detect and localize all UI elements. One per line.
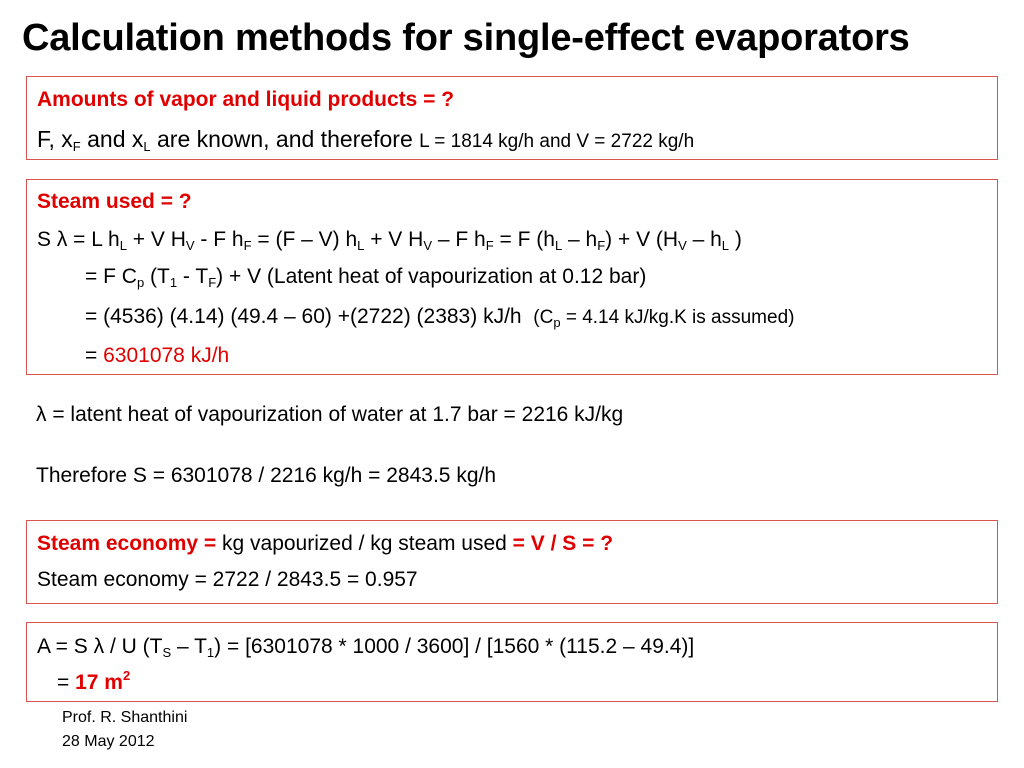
eq1-j: – h <box>686 228 722 251</box>
steam-equation-2: = F Cp (T1 - TF) + V (Latent heat of vap… <box>85 264 646 290</box>
eq2-c: - T <box>177 265 209 288</box>
eq2-b-sub: 1 <box>169 275 178 290</box>
eq1-i-sub: V <box>678 238 687 253</box>
box1-s1: F <box>72 139 81 154</box>
eq2-a-sub: p <box>136 275 145 290</box>
footer-author: Prof. R. Shanthini <box>62 709 188 726</box>
box1-t2: and x <box>80 126 144 152</box>
footer-date: 28 May 2012 <box>62 733 155 750</box>
eq1-c: - F h <box>194 228 244 251</box>
box1-t1: F, x <box>37 126 73 152</box>
steam-used-box: Steam used = ? S λ = L hL + V HV - F hF … <box>26 179 998 375</box>
area-box: A = S λ / U (TS – T1) = [6301078 * 1000 … <box>26 622 998 702</box>
area-a: A = S λ / U (T <box>37 635 163 658</box>
eq3-note-b: = 4.14 kJ/kg.K is assumed) <box>560 307 795 328</box>
eq2-a: = F C <box>85 265 137 288</box>
box1-heading: Amounts of vapor and liquid products = ? <box>37 88 455 111</box>
eq3-note-a: (C <box>533 307 554 328</box>
eq1-h-sub: F <box>597 238 606 253</box>
eq1-f-sub: F <box>485 238 494 253</box>
economy-heading: Steam economy = kg vapourized / kg steam… <box>37 531 613 557</box>
eq1-h: – h <box>562 228 598 251</box>
therefore-line: Therefore S = 6301078 / 2216 kg/h = 2843… <box>36 464 497 487</box>
box2-heading: Steam used = ? <box>37 190 192 213</box>
area-equals: = <box>57 671 76 694</box>
eq3-main: = (4536) (4.14) (49.4 – 60) +(2722) (238… <box>85 305 522 328</box>
area-b-sub: 1 <box>206 645 215 660</box>
area-value: 17 m <box>75 671 123 694</box>
area-a-sub: S <box>162 645 172 660</box>
eq1-e-sub: V <box>423 238 432 253</box>
eq1-i: ) + V (H <box>605 228 679 251</box>
eq1-f: – F h <box>432 228 486 251</box>
area-b: – T <box>171 635 207 658</box>
economy-result: Steam economy = 2722 / 2843.5 = 0.957 <box>37 568 418 591</box>
steam-equation-1: S λ = L hL + V HV - F hF = (F – V) hL + … <box>37 227 742 253</box>
box1-s2: L <box>143 139 151 154</box>
steam-economy-box: Steam economy = kg vapourized / kg steam… <box>26 520 998 604</box>
eq1-e: + V H <box>364 228 424 251</box>
eq1-b: + V H <box>126 228 186 251</box>
box1-t3: are known, and therefore <box>150 126 420 152</box>
area-c: ) = [6301078 * 1000 / 3600] / [1560 * (1… <box>214 635 695 658</box>
box1-line: F, xF and xL are known, and therefore L … <box>37 126 694 155</box>
area-result: = 17 m2 <box>57 668 131 696</box>
eq1-k: ) <box>729 228 742 251</box>
eq1-c-sub: F <box>243 238 252 253</box>
eq1-a: S λ = L h <box>37 228 120 251</box>
eq2-d: ) + V (Latent heat of vapourization at 0… <box>216 265 647 288</box>
eq1-j-sub: L <box>721 238 730 253</box>
eq3-note-sub: p <box>553 315 561 330</box>
eq1-a-sub: L <box>119 238 127 253</box>
eq2-c-sub: F <box>208 275 217 290</box>
eq1-d: = (F – V) h <box>251 228 358 251</box>
vapor-liquid-box: Amounts of vapor and liquid products = ?… <box>26 76 998 160</box>
area-unit-sup: 2 <box>122 668 131 683</box>
economy-definition: kg vapourized / kg steam used <box>222 532 513 555</box>
box1-t4: L = 1814 kg/h and V = 2722 kg/h <box>419 131 695 152</box>
economy-label: Steam economy = <box>37 532 222 555</box>
eq4-equals: = <box>85 344 104 367</box>
economy-question: = V / S = ? <box>512 532 614 555</box>
eq1-b-sub: V <box>185 238 195 253</box>
eq1-g: = F (h <box>493 228 555 251</box>
steam-result: 6301078 kJ/h <box>103 344 230 367</box>
eq1-g-sub: L <box>554 238 563 253</box>
eq2-b: (T <box>144 265 170 288</box>
latent-heat-line: λ = latent heat of vapourization of wate… <box>36 403 624 426</box>
slide-title: Calculation methods for single-effect ev… <box>22 17 910 59</box>
eq1-d-sub: L <box>357 238 365 253</box>
steam-equation-4: = 6301078 kJ/h <box>85 343 229 369</box>
area-equation: A = S λ / U (TS – T1) = [6301078 * 1000 … <box>37 634 694 660</box>
steam-equation-3: = (4536) (4.14) (49.4 – 60) +(2722) (238… <box>85 304 794 331</box>
